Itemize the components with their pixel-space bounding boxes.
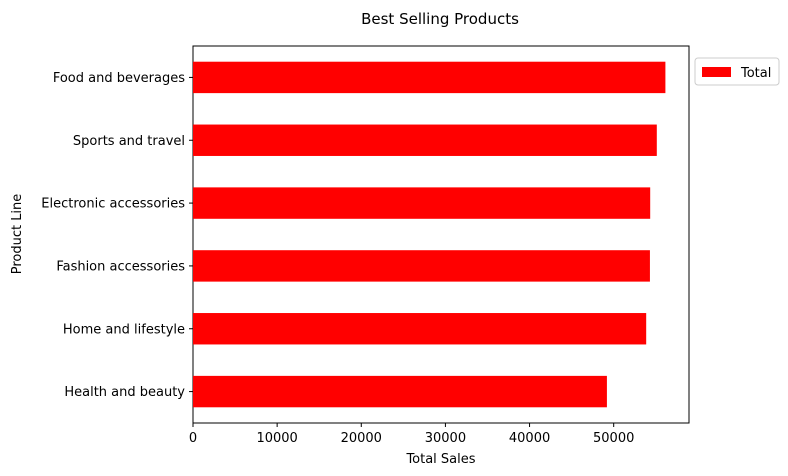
plot-area-frame	[192, 45, 690, 424]
bar	[193, 375, 607, 408]
y-axis-ticks: Health and beauty Home and lifestyle Fashi…	[41, 71, 193, 400]
y-tick-label: Food and beverages	[53, 71, 185, 86]
chart-title: Best Selling Products	[361, 10, 519, 28]
x-tick-label: 0	[189, 431, 197, 446]
bar-group	[193, 61, 666, 408]
bar	[193, 124, 657, 156]
bar	[193, 61, 666, 94]
y-tick-label: Sports and travel	[73, 134, 185, 149]
bar	[193, 187, 651, 219]
x-tick-label: 40000	[509, 431, 550, 446]
y-tick-label: Fashion accessories	[56, 259, 185, 274]
y-tick-label: Home and lifestyle	[63, 322, 185, 337]
x-axis-label: Total Sales	[405, 452, 475, 467]
x-tick-label: 20000	[341, 431, 382, 446]
x-tick-label: 10000	[256, 431, 297, 446]
bar	[193, 313, 647, 345]
legend-swatch	[702, 67, 731, 77]
x-tick-label: 30000	[425, 431, 466, 446]
bar	[193, 250, 650, 282]
y-axis-label: Product Line	[10, 194, 25, 275]
y-tick-label: Health and beauty	[64, 385, 185, 400]
x-tick-label: 50000	[593, 431, 634, 446]
legend-frame	[694, 57, 780, 86]
x-axis-ticks: 0 10000 20000 30000 40000 50000	[189, 423, 634, 446]
legend-label: Total	[740, 66, 771, 81]
legend: Total	[694, 57, 780, 86]
y-tick-label: Electronic accessories	[41, 197, 185, 212]
